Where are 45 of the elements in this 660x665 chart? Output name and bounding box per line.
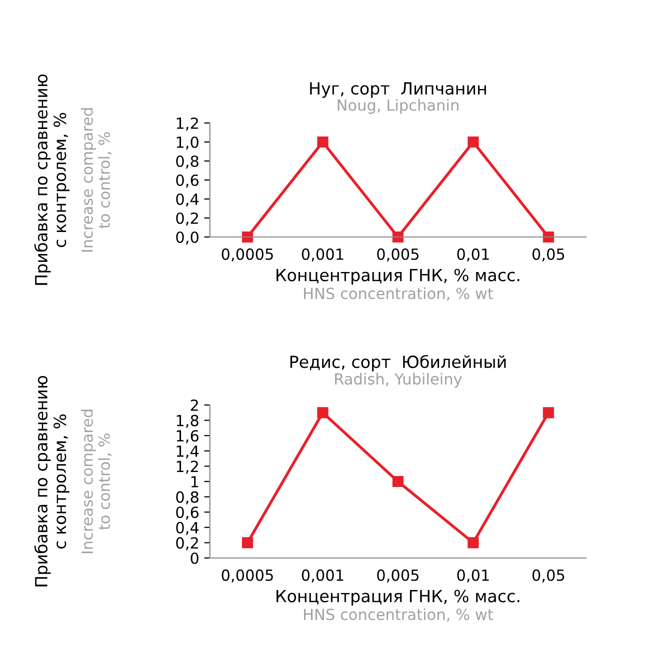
y-tick-label: 0,0 (176, 231, 198, 245)
x-tick-label: 0,05 (532, 248, 564, 262)
x-tick-label: 0,001 (302, 569, 344, 582)
y-tick-label: 0,4 (176, 193, 199, 207)
text: HNS concentration, % wt (304, 608, 494, 622)
chart-title: Нуг, сорт Липчанин (310, 82, 486, 98)
x-tick-label: 0,0005 (222, 248, 273, 262)
x-tick-label: 0,01 (457, 569, 489, 582)
y-tick-label: 0,8 (176, 491, 198, 504)
y-tick-label: 1,2 (176, 460, 198, 474)
x-tick-label: 0,005 (377, 248, 419, 262)
y-tick-label: 0,8 (176, 155, 198, 169)
text: Increase compared to control, % (81, 410, 112, 554)
point (242, 537, 254, 548)
y-tick-label: 1,8 (176, 414, 198, 428)
text: HNS concentration, % wt (304, 287, 494, 301)
y-tick-label: 0 (190, 552, 198, 564)
chart-title: Редис, сорт Юбилейный (290, 354, 506, 372)
y-tick-label: 0,6 (176, 174, 198, 188)
y-tick-label: 0,4 (176, 522, 199, 535)
x-tick-label: 0,05 (532, 569, 564, 582)
y-axis-title: Прибавка по сравнению с контролем, % (34, 74, 70, 285)
y-tick-label: 0,6 (176, 506, 198, 520)
y-axis-title: Прибавка по сравнению с контролем, % (34, 376, 70, 586)
point (392, 476, 404, 488)
point (542, 407, 554, 418)
chart-subtitle: Radish, Yubileiny (335, 372, 462, 388)
x-tick-label: 0,01 (457, 248, 489, 262)
y-tick-label: 1,0 (176, 136, 198, 150)
y-tick-label: 0,2 (176, 537, 198, 550)
y-tick-label: 1 (191, 476, 198, 488)
y-tick-label: 0,2 (176, 212, 198, 226)
y-tick-label: 1,2 (176, 117, 198, 131)
y-tick-label: 2 (190, 399, 198, 411)
y-tick-label: 1,4 (176, 446, 199, 458)
x-tick-label: 0,005 (377, 569, 419, 582)
x-tick-label: 0,0005 (222, 569, 273, 582)
x-tick-label: 0,001 (302, 248, 344, 262)
y-tick-label: 1,6 (176, 430, 198, 444)
point (468, 537, 479, 548)
point (317, 407, 328, 418)
x-axis-title: Концентрация ГНК, % масс. (276, 590, 520, 606)
chart-subtitle: Noug, Lipchanin (338, 99, 458, 114)
text: Increase compared to control, % (81, 108, 112, 252)
x-axis-title: Концентрация ГНК, % масс. (276, 268, 520, 285)
